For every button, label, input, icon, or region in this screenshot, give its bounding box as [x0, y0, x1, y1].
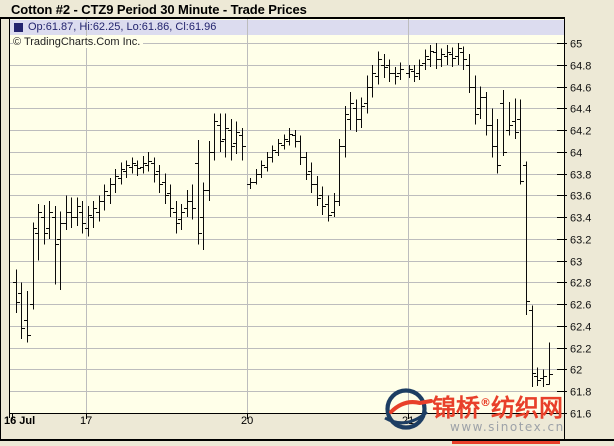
svg-text:62.8: 62.8	[570, 278, 591, 290]
svg-text:62.4: 62.4	[570, 322, 591, 334]
x-axis-label-20: 20	[241, 415, 254, 427]
svg-text:63.8: 63.8	[570, 170, 591, 182]
svg-text:62: 62	[570, 365, 582, 377]
svg-text:63.4: 63.4	[570, 213, 591, 225]
x-axis-label-21: 21	[402, 415, 415, 427]
svg-text:64: 64	[570, 148, 582, 160]
svg-text:62.6: 62.6	[570, 300, 591, 312]
svg-text:63: 63	[570, 257, 582, 269]
svg-text:62.2: 62.2	[570, 344, 591, 356]
svg-text:64.2: 64.2	[570, 126, 591, 138]
ohlc-legend-square-icon	[14, 23, 23, 32]
x-axis-label-16jul: 16 Jul	[4, 415, 36, 427]
svg-text:64.4: 64.4	[570, 104, 591, 116]
svg-text:61.6: 61.6	[570, 409, 591, 421]
chart-title: Cotton #2 - CTZ9 Period 30 Minute - Trad…	[11, 2, 307, 17]
ohlc-summary-text: Op:61.87, Hi:62.25, Lo:61.86, Cl:61.96	[28, 21, 217, 33]
svg-text:63.6: 63.6	[570, 191, 591, 203]
svg-text:64.8: 64.8	[570, 61, 591, 73]
x-axis-label-17: 17	[80, 415, 93, 427]
svg-text:64.6: 64.6	[570, 83, 591, 95]
svg-text:61.8: 61.8	[570, 387, 591, 399]
svg-text:63.2: 63.2	[570, 235, 591, 247]
svg-text:65: 65	[570, 39, 582, 51]
copyright-text: © TradingCharts.Com Inc.	[13, 36, 144, 48]
